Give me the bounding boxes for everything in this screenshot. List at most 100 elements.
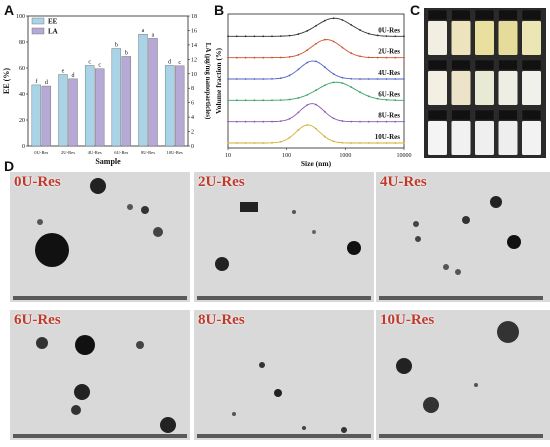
series-point xyxy=(394,99,397,102)
series-point xyxy=(376,56,379,59)
y-right-tick-label: 16 xyxy=(191,28,197,34)
series-point xyxy=(253,78,256,80)
series-point xyxy=(332,17,335,20)
series-point xyxy=(359,91,361,94)
series-point xyxy=(394,120,397,123)
x-tick-label: 4U-Res xyxy=(88,150,102,155)
series-point xyxy=(271,99,273,102)
legend-swatch xyxy=(31,27,45,35)
significance-letter: c xyxy=(88,59,91,65)
x-tick-label: 8U-Res xyxy=(141,150,155,155)
series-point xyxy=(288,34,291,37)
series-point xyxy=(350,120,353,123)
series-point xyxy=(385,142,388,144)
y-right-tick-label: 18 xyxy=(191,14,197,20)
series-point xyxy=(385,78,388,80)
scale-bar xyxy=(197,434,371,438)
series-point xyxy=(244,142,247,144)
scale-bar xyxy=(379,296,543,300)
series-point xyxy=(323,135,326,138)
series-point xyxy=(288,117,291,120)
vial-cap xyxy=(521,9,542,21)
vial-cap xyxy=(474,9,495,21)
x-axis-label: Sample xyxy=(95,157,121,166)
series-point xyxy=(235,142,238,144)
series-point xyxy=(350,77,353,80)
vial-cap xyxy=(451,9,471,21)
vial-cap xyxy=(498,109,518,121)
panel-label-d: D xyxy=(4,158,15,174)
significance-letter: d xyxy=(168,59,171,65)
series-point xyxy=(350,23,353,26)
series-point xyxy=(315,42,317,45)
scale-bar xyxy=(379,434,543,438)
tem-image-8u: 8U-Res xyxy=(194,310,374,440)
plot-frame xyxy=(27,15,189,147)
y-right-axis-label: LA (μg/mg nanoparticles) xyxy=(204,43,212,120)
series-point xyxy=(235,78,238,80)
series-point xyxy=(227,78,229,80)
vial-cap xyxy=(521,59,542,71)
series-point xyxy=(323,66,326,69)
tem-label: 2U-Res xyxy=(198,174,245,190)
series-label: 10U-Res xyxy=(375,133,401,141)
significance-letter: c xyxy=(98,63,101,69)
vial-liquid xyxy=(428,71,447,105)
series-point xyxy=(394,35,397,38)
series-point xyxy=(227,99,229,102)
legend-label: EE xyxy=(48,18,58,26)
series-point xyxy=(350,52,353,55)
bar-la xyxy=(94,68,105,147)
series-point xyxy=(315,60,317,63)
series-point xyxy=(253,35,256,38)
series-point xyxy=(253,99,256,102)
series-point xyxy=(385,35,388,38)
series-point xyxy=(262,142,265,144)
series-point xyxy=(359,120,361,123)
series-point xyxy=(367,95,370,98)
series-point xyxy=(262,99,265,102)
scale-bar xyxy=(13,434,187,438)
series-label: 6U-Res xyxy=(378,90,400,98)
series-point xyxy=(332,73,335,75)
y-tick-label: 100 xyxy=(16,14,25,20)
series-point xyxy=(376,34,379,37)
series-point xyxy=(227,120,229,123)
vial-cap xyxy=(427,59,448,71)
vials-photo xyxy=(424,8,546,158)
series-point xyxy=(262,56,265,59)
series-point xyxy=(403,120,405,123)
series-point xyxy=(367,78,370,80)
series-point xyxy=(262,35,265,38)
series-point xyxy=(279,35,282,38)
series-point xyxy=(244,99,247,102)
series-point xyxy=(359,55,361,58)
series-point xyxy=(403,142,405,144)
x-tick-label: 1000 xyxy=(339,153,351,159)
series-label: 4U-Res xyxy=(378,69,400,77)
y-right-tick-label: 12 xyxy=(191,57,197,63)
significance-letter: b xyxy=(125,50,128,56)
panel-label-c: C xyxy=(410,2,421,18)
series-point xyxy=(235,35,238,38)
tem-label: 4U-Res xyxy=(380,174,427,190)
series-point xyxy=(332,81,335,84)
vial-liquid xyxy=(428,21,447,55)
series-point xyxy=(271,120,273,123)
series-point xyxy=(341,141,344,144)
y-tick-label: 40 xyxy=(19,92,25,98)
y-tick-label: 0 xyxy=(22,144,25,150)
series-label: 0U-Res xyxy=(378,26,400,34)
series-point xyxy=(403,78,405,80)
tem-label: 6U-Res xyxy=(14,312,61,328)
vial-liquid xyxy=(475,121,494,155)
series-point xyxy=(279,120,282,123)
plot-frame xyxy=(227,13,405,149)
series-point xyxy=(297,33,300,35)
series-point xyxy=(288,74,291,77)
vial-cap xyxy=(474,59,495,71)
series-point xyxy=(394,56,397,59)
vial-cap xyxy=(474,109,495,121)
series-point xyxy=(323,110,326,113)
significance-letter: a xyxy=(142,28,145,34)
